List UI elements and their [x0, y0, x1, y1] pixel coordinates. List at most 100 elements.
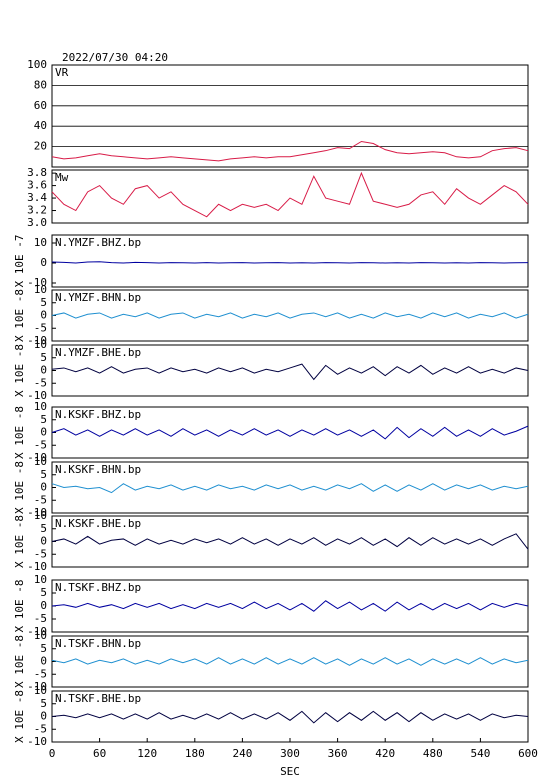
y-tick-label: 5 — [40, 586, 47, 599]
y-tick-label: -5 — [34, 321, 47, 334]
panel-label: N.TSKF.BHN.bp — [55, 637, 141, 650]
y-tick-label: 10 — [34, 629, 47, 642]
x-tick-label: 360 — [328, 747, 348, 760]
y-tick-label: -5 — [34, 612, 47, 625]
panel-label: N.TSKF.BHE.bp — [55, 692, 141, 705]
trace-line — [51, 710, 529, 724]
y-tick-label: -10 — [27, 506, 47, 519]
y-tick-label: 3.2 — [27, 204, 47, 217]
y-axis-label: X 10E -8 — [13, 344, 26, 397]
y-tick-label: 10 — [34, 400, 47, 413]
y-tick-label: 5 — [40, 351, 47, 364]
y-tick-label: 10 — [34, 338, 47, 351]
y-tick-label: 0 — [40, 599, 47, 612]
trace-line — [51, 533, 529, 550]
y-tick-label: 5 — [40, 522, 47, 535]
trace-line — [51, 171, 529, 218]
x-tick-label: 540 — [470, 747, 490, 760]
y-axis-label: X 10E -7 — [13, 235, 26, 288]
y-tick-label: 60 — [34, 99, 47, 112]
y-tick-label: -5 — [34, 493, 47, 506]
panel-label: N.KSKF.BHN.bp — [55, 463, 141, 476]
y-tick-label: 0 — [40, 256, 47, 269]
y-tick-label: 3.4 — [27, 191, 47, 204]
trace-line — [51, 425, 529, 440]
trace-line — [51, 261, 529, 264]
y-tick-label: 80 — [34, 78, 47, 91]
y-tick-label: -5 — [34, 376, 47, 389]
x-tick-label: 240 — [232, 747, 252, 760]
trace-line — [51, 483, 529, 494]
y-axis-label: X 10E -8 — [13, 580, 26, 633]
y-tick-label: -10 — [27, 680, 47, 693]
y-tick-label: 0 — [40, 535, 47, 548]
y-tick-label: 10 — [34, 455, 47, 468]
y-tick-label: -10 — [27, 276, 47, 289]
y-tick-label: -5 — [34, 722, 47, 735]
y-tick-label: 10 — [34, 573, 47, 586]
panel-label: N.KSKF.BHZ.bp — [55, 408, 141, 421]
x-tick-label: 300 — [280, 747, 300, 760]
trace-line — [51, 312, 529, 319]
y-tick-label: 0 — [40, 364, 47, 377]
panel-label: N.YMZF.BHZ.bp — [55, 236, 141, 249]
x-tick-label: 180 — [185, 747, 205, 760]
x-tick-label: 60 — [93, 747, 106, 760]
y-tick-label: -10 — [27, 389, 47, 402]
y-tick-label: 0 — [40, 710, 47, 723]
y-tick-label: -10 — [27, 735, 47, 748]
panel-label: VR — [55, 66, 69, 79]
trace-line — [51, 140, 529, 162]
y-tick-label: 10 — [34, 509, 47, 522]
y-tick-label: 0 — [40, 481, 47, 494]
y-tick-label: 0 — [40, 426, 47, 439]
trace-line — [51, 600, 529, 612]
chart-title: 2022/07/30 04:20 — [62, 51, 168, 64]
y-tick-label: 40 — [34, 119, 47, 132]
y-axis-label: X 10E -8 — [13, 690, 26, 743]
panel-label: N.KSKF.BHE.bp — [55, 517, 141, 530]
y-tick-label: 5 — [40, 468, 47, 481]
x-axis-label: SEC — [280, 765, 300, 778]
y-tick-label: 5 — [40, 413, 47, 426]
y-axis-label: X 10E -8 — [13, 635, 26, 688]
y-tick-label: -5 — [34, 438, 47, 451]
y-axis-label: X 10E -8 — [13, 461, 26, 514]
y-tick-label: 3.8 — [27, 166, 47, 179]
x-tick-label: 0 — [49, 747, 56, 760]
y-axis-label: X 10E -8 — [13, 515, 26, 568]
y-tick-label: -10 — [27, 625, 47, 638]
y-tick-label: 3.0 — [27, 216, 47, 229]
y-axis-label: X 10E -8 — [13, 289, 26, 342]
panel-frame — [51, 64, 529, 168]
y-tick-label: 10 — [34, 236, 47, 249]
y-tick-label: -5 — [34, 667, 47, 680]
y-tick-label: 100 — [27, 58, 47, 71]
y-tick-label: -10 — [27, 560, 47, 573]
y-tick-label: 10 — [34, 283, 47, 296]
y-tick-label: -10 — [27, 451, 47, 464]
panel-frame — [51, 169, 529, 224]
x-tick-label: 120 — [137, 747, 157, 760]
y-tick-label: 20 — [34, 140, 47, 153]
x-tick-label: 480 — [423, 747, 443, 760]
y-tick-label: 0 — [40, 655, 47, 668]
panel-frame — [51, 234, 529, 288]
y-tick-label: 5 — [40, 642, 47, 655]
y-tick-label: 0 — [40, 309, 47, 322]
panel-label: N.YMZF.BHN.bp — [55, 291, 141, 304]
trace-line — [51, 657, 529, 666]
y-tick-label: 10 — [34, 684, 47, 697]
x-tick-label: 600 — [518, 747, 538, 760]
panel-label: N.TSKF.BHZ.bp — [55, 581, 141, 594]
panel-label: Mw — [55, 171, 69, 184]
y-tick-label: -10 — [27, 334, 47, 347]
panel-label: N.YMZF.BHE.bp — [55, 346, 141, 359]
y-tick-label: 3.6 — [27, 179, 47, 192]
trace-line — [51, 363, 529, 381]
y-tick-label: -5 — [34, 547, 47, 560]
y-tick-label: 5 — [40, 296, 47, 309]
x-tick-label: 420 — [375, 747, 395, 760]
y-tick-label: 5 — [40, 697, 47, 710]
